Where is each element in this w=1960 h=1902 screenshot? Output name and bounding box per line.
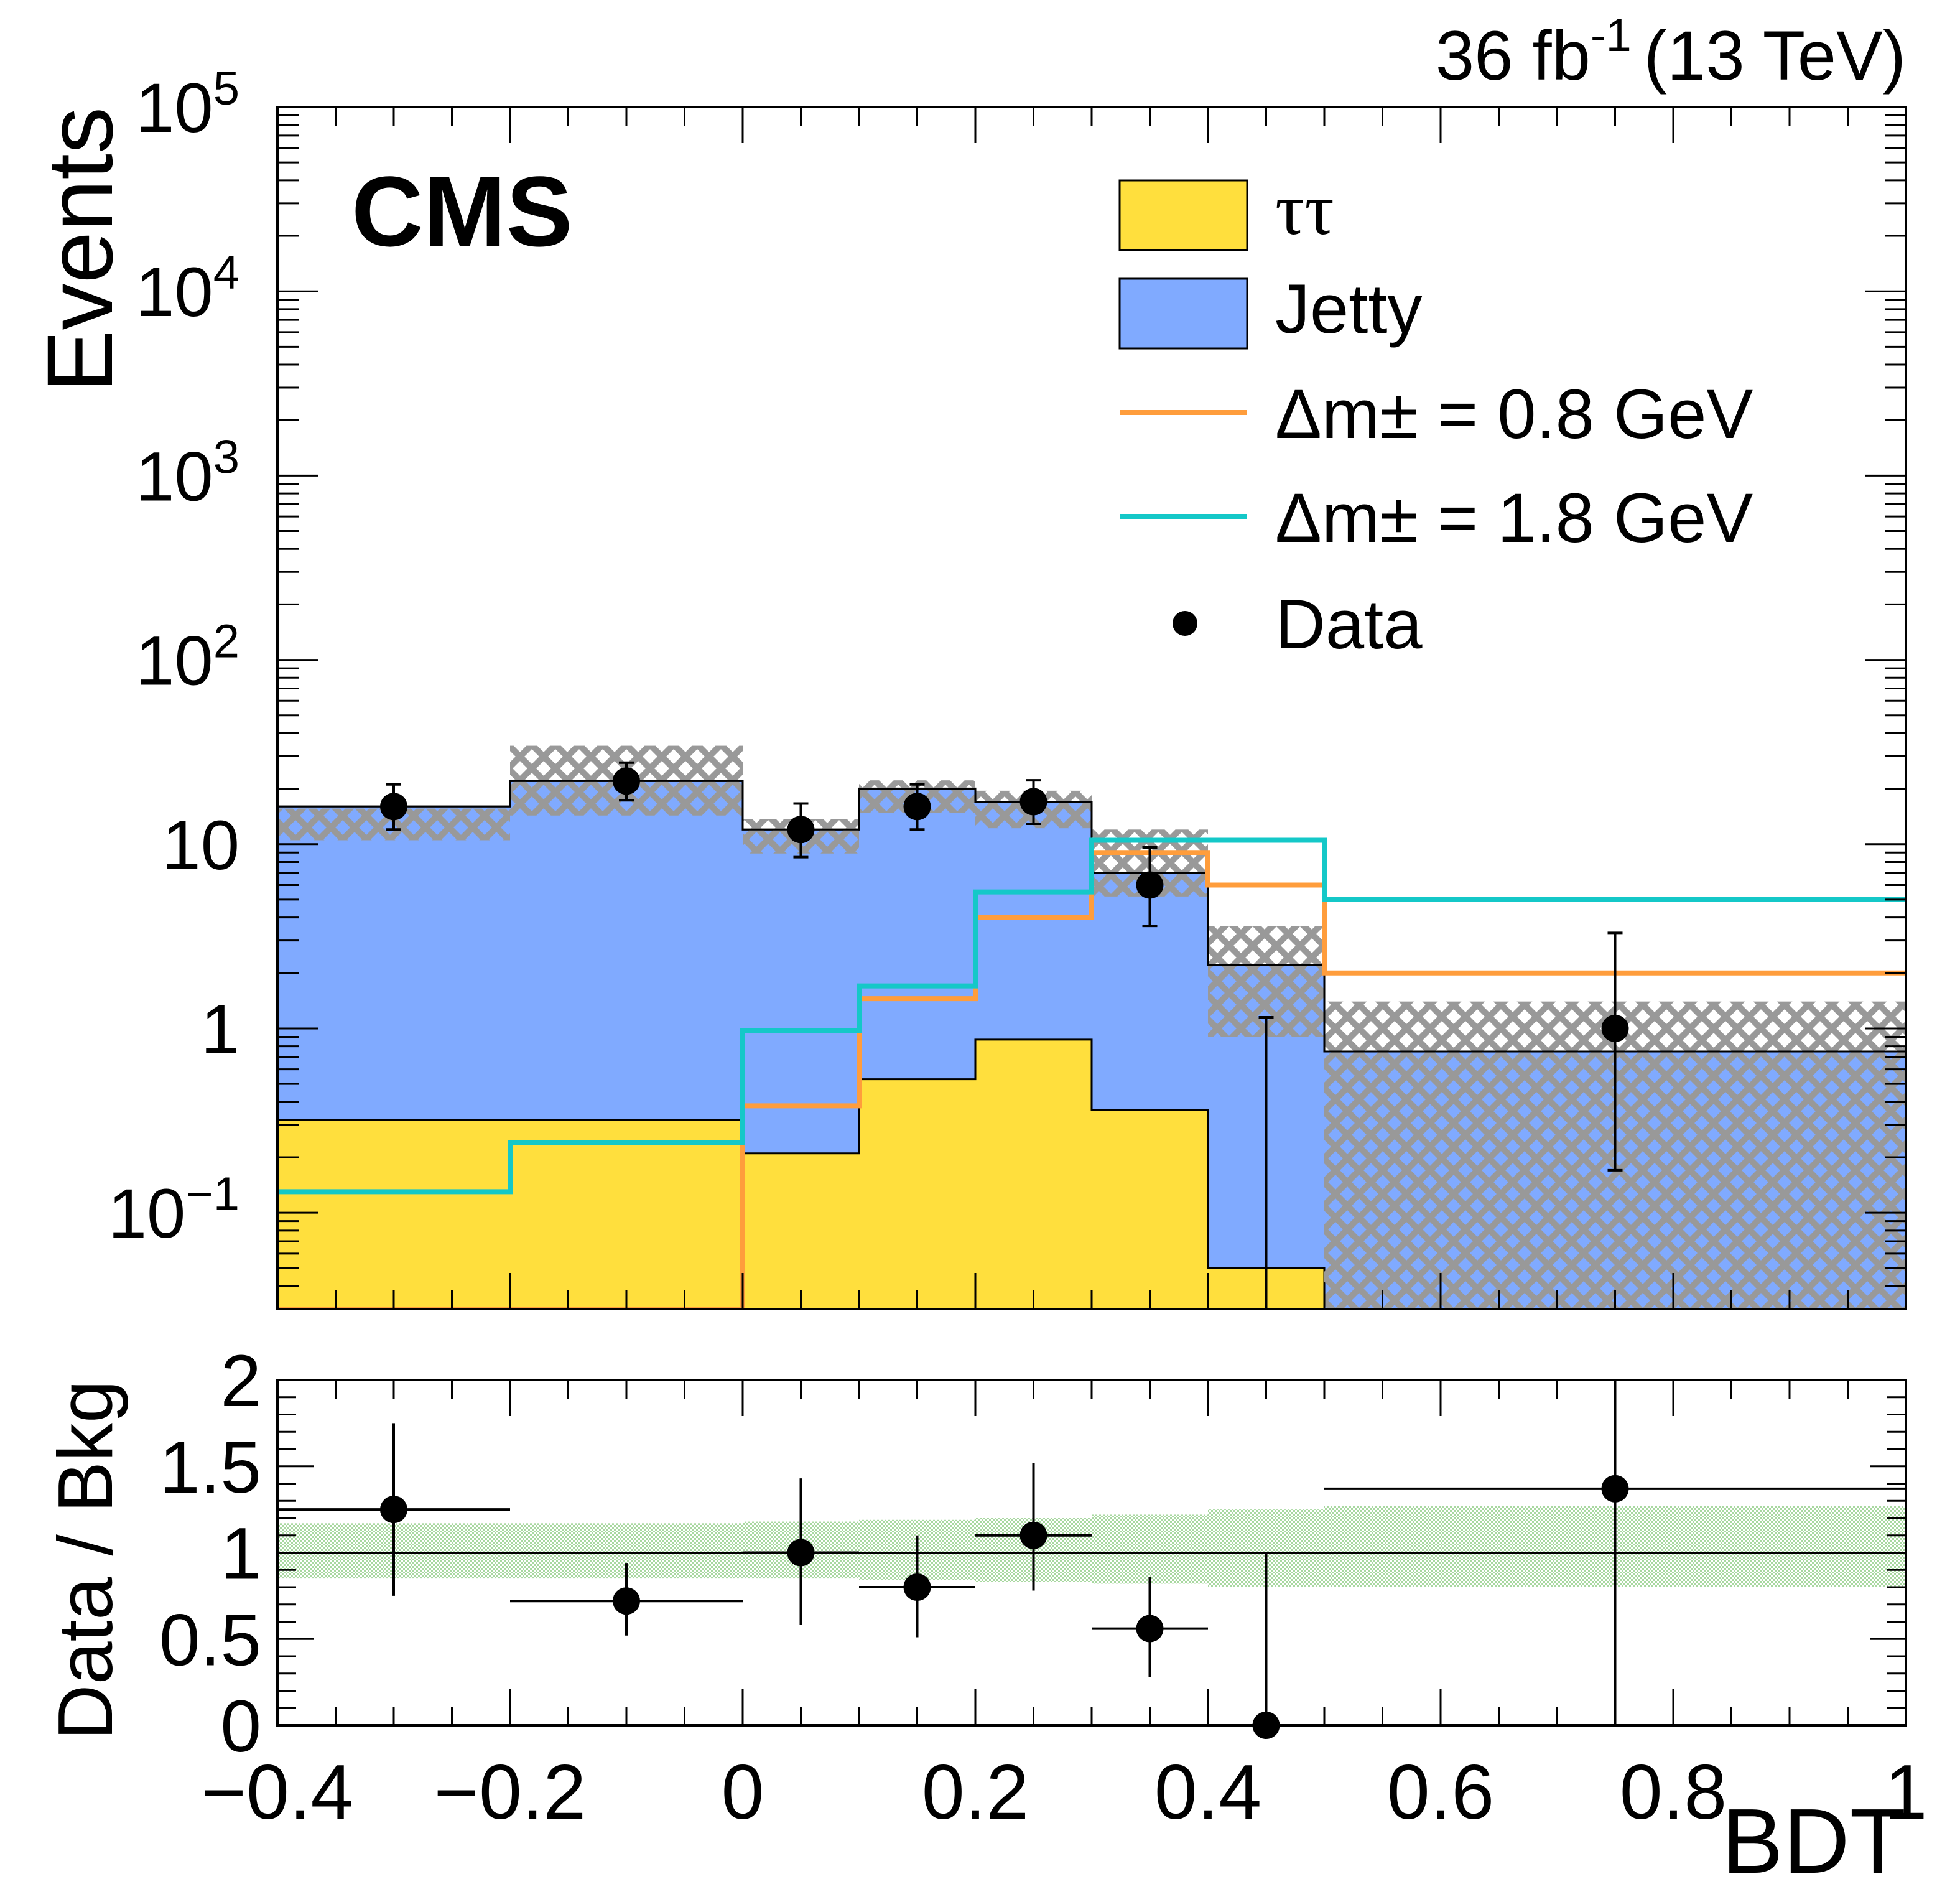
- ratio-panel-frame: 00.511.52−0.4 −0.2 0 0.2 0.4 0.6 0.8 1: [159, 1340, 1928, 1835]
- y-tick-base: 10: [136, 69, 213, 147]
- main-panel-data: [380, 761, 1629, 1309]
- ratio-point-0: [380, 1496, 407, 1524]
- ratio-point-2: [787, 1539, 815, 1567]
- ratio-y-tick-label-1: 0.5: [159, 1599, 261, 1681]
- tautau-bin-4: [975, 1039, 1092, 1309]
- tautau-bin-3: [859, 1079, 975, 1309]
- data-point-5: [1136, 871, 1164, 899]
- y-tick-base: 10: [136, 437, 213, 515]
- y-axis-title-ratio: Data / Bkg: [43, 1380, 129, 1740]
- data-point-0: [380, 793, 407, 821]
- legend-marker-data: [1173, 611, 1197, 636]
- ratio-y-tick-label-2: 1: [220, 1513, 261, 1595]
- ratio-y-tick-label-0: 0: [220, 1685, 261, 1768]
- legend-label-tautau: ττ: [1275, 169, 1334, 250]
- y-tick-exponent: 5: [213, 62, 239, 115]
- legend-swatch-tautau: [1118, 179, 1248, 251]
- x-tick-label-5: 0.6: [1387, 1750, 1494, 1835]
- legend-label-data: Data: [1275, 585, 1423, 663]
- y-tick-label-0: 10−1: [108, 1168, 239, 1252]
- data-point-2: [787, 816, 815, 844]
- y-tick-base: 10: [108, 1175, 186, 1252]
- y-tick-exponent: −1: [185, 1168, 239, 1221]
- tautau-bin-5: [1092, 1110, 1208, 1309]
- data-point-3: [903, 793, 931, 821]
- lumi-exponent: -1: [1591, 9, 1632, 61]
- ratio-panel-data: [277, 1380, 1906, 1739]
- ratio-point-4: [1019, 1521, 1047, 1549]
- lumi-energy: (13 TeV): [1644, 17, 1906, 95]
- y-tick-exponent: 4: [213, 246, 239, 299]
- x-tick-label-1: −0.2: [434, 1750, 587, 1835]
- y-tick-exponent: 3: [213, 431, 239, 483]
- signal-18-line: [277, 837, 1906, 1195]
- ratio-band-bin-5: [1092, 1514, 1208, 1584]
- x-axis-title: BDT: [1722, 1790, 1906, 1893]
- ratio-point-1: [613, 1587, 640, 1615]
- legend-label-signal-18: Δm± = 1.8 GeV: [1275, 479, 1753, 557]
- x-tick-label-7: 1: [1885, 1750, 1928, 1835]
- tautau-bin-0: [277, 1119, 510, 1309]
- y-tick-label-2: 10: [162, 806, 239, 884]
- legend-label-jetty: Jetty: [1275, 270, 1423, 348]
- ratio-point-7: [1601, 1475, 1629, 1503]
- lumi-value: 36 fb: [1436, 17, 1591, 95]
- y-tick-base: 10: [136, 253, 213, 331]
- legend-label-signal-08: Δm± = 0.8 GeV: [1275, 375, 1753, 453]
- y-axis-title-events: Events: [27, 107, 132, 393]
- data-point-4: [1019, 788, 1047, 816]
- ratio-panel-band: [277, 1506, 1906, 1587]
- y-tick-base: 1: [201, 991, 239, 1068]
- ratio-point-3: [903, 1573, 931, 1601]
- y-tick-label-3: 102: [136, 615, 239, 700]
- x-tick-label-2: 0: [722, 1750, 764, 1835]
- x-tick-label-0: −0.4: [202, 1750, 354, 1835]
- tautau-bin-2: [743, 1153, 859, 1309]
- ratio-point-6: [1252, 1712, 1280, 1739]
- y-tick-exponent: 2: [213, 615, 239, 668]
- y-tick-label-5: 104: [136, 246, 239, 331]
- ratio-y-tick-label-3: 1.5: [159, 1427, 261, 1509]
- y-tick-label-6: 105: [136, 62, 239, 147]
- x-tick-label-6: 0.8: [1620, 1750, 1727, 1835]
- legend: ττ Jetty Δm± = 0.8 GeV Δm± = 1.8 GeV Dat…: [1118, 169, 1753, 663]
- x-tick-label-4: 0.4: [1154, 1750, 1261, 1835]
- y-tick-label-1: 1: [201, 991, 239, 1068]
- y-tick-base: 10: [136, 622, 213, 700]
- tautau-bin-1: [510, 1119, 743, 1309]
- main-panel-histograms: [277, 745, 1906, 1309]
- y-tick-base: 10: [162, 806, 239, 884]
- legend-swatch-jetty: [1118, 277, 1248, 350]
- y-tick-label-4: 103: [136, 431, 239, 515]
- lumi-label: 36 fb-1 (13 TeV): [1436, 9, 1906, 95]
- x-tick-label-3: 0.2: [922, 1750, 1029, 1835]
- cms-label: CMS: [351, 156, 573, 267]
- data-point-7: [1601, 1014, 1629, 1042]
- data-point-1: [613, 767, 640, 795]
- ratio-y-tick-label-4: 2: [220, 1340, 261, 1422]
- ratio-point-5: [1136, 1615, 1164, 1643]
